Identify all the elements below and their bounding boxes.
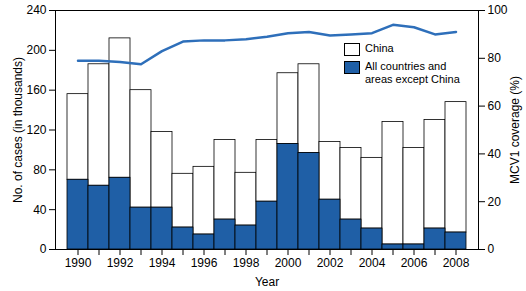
svg-text:240: 240 <box>26 3 46 17</box>
svg-text:200: 200 <box>26 43 46 57</box>
svg-text:No. of cases (in thousands): No. of cases (in thousands) <box>11 57 25 203</box>
svg-text:1990: 1990 <box>65 256 92 270</box>
svg-text:MCV1 coverage (%): MCV1 coverage (%) <box>508 76 522 184</box>
svg-text:Year: Year <box>255 275 279 289</box>
svg-text:120: 120 <box>26 123 46 137</box>
svg-text:40: 40 <box>488 147 502 161</box>
svg-text:160: 160 <box>26 83 46 97</box>
svg-text:1994: 1994 <box>149 256 176 270</box>
html-text:All countries and areas except: All countries and areas except China <box>365 60 460 85</box>
svg-text:1998: 1998 <box>233 256 260 270</box>
svg-text:2002: 2002 <box>317 256 344 270</box>
html-text:China: China <box>365 42 394 54</box>
svg-text:100: 100 <box>488 3 508 17</box>
svg-text:1996: 1996 <box>191 256 218 270</box>
svg-text:0: 0 <box>488 242 495 256</box>
svg-text:2006: 2006 <box>401 256 428 270</box>
svg-text:20: 20 <box>488 195 502 209</box>
svg-text:0: 0 <box>40 242 47 256</box>
svg-text:60: 60 <box>488 99 502 113</box>
svg-text:80: 80 <box>488 51 502 65</box>
svg-text:2008: 2008 <box>443 256 470 270</box>
svg-text:40: 40 <box>33 203 47 217</box>
svg-text:2004: 2004 <box>359 256 386 270</box>
svg-text:2000: 2000 <box>275 256 302 270</box>
svg-text:1992: 1992 <box>107 256 134 270</box>
svg-text:80: 80 <box>33 163 47 177</box>
